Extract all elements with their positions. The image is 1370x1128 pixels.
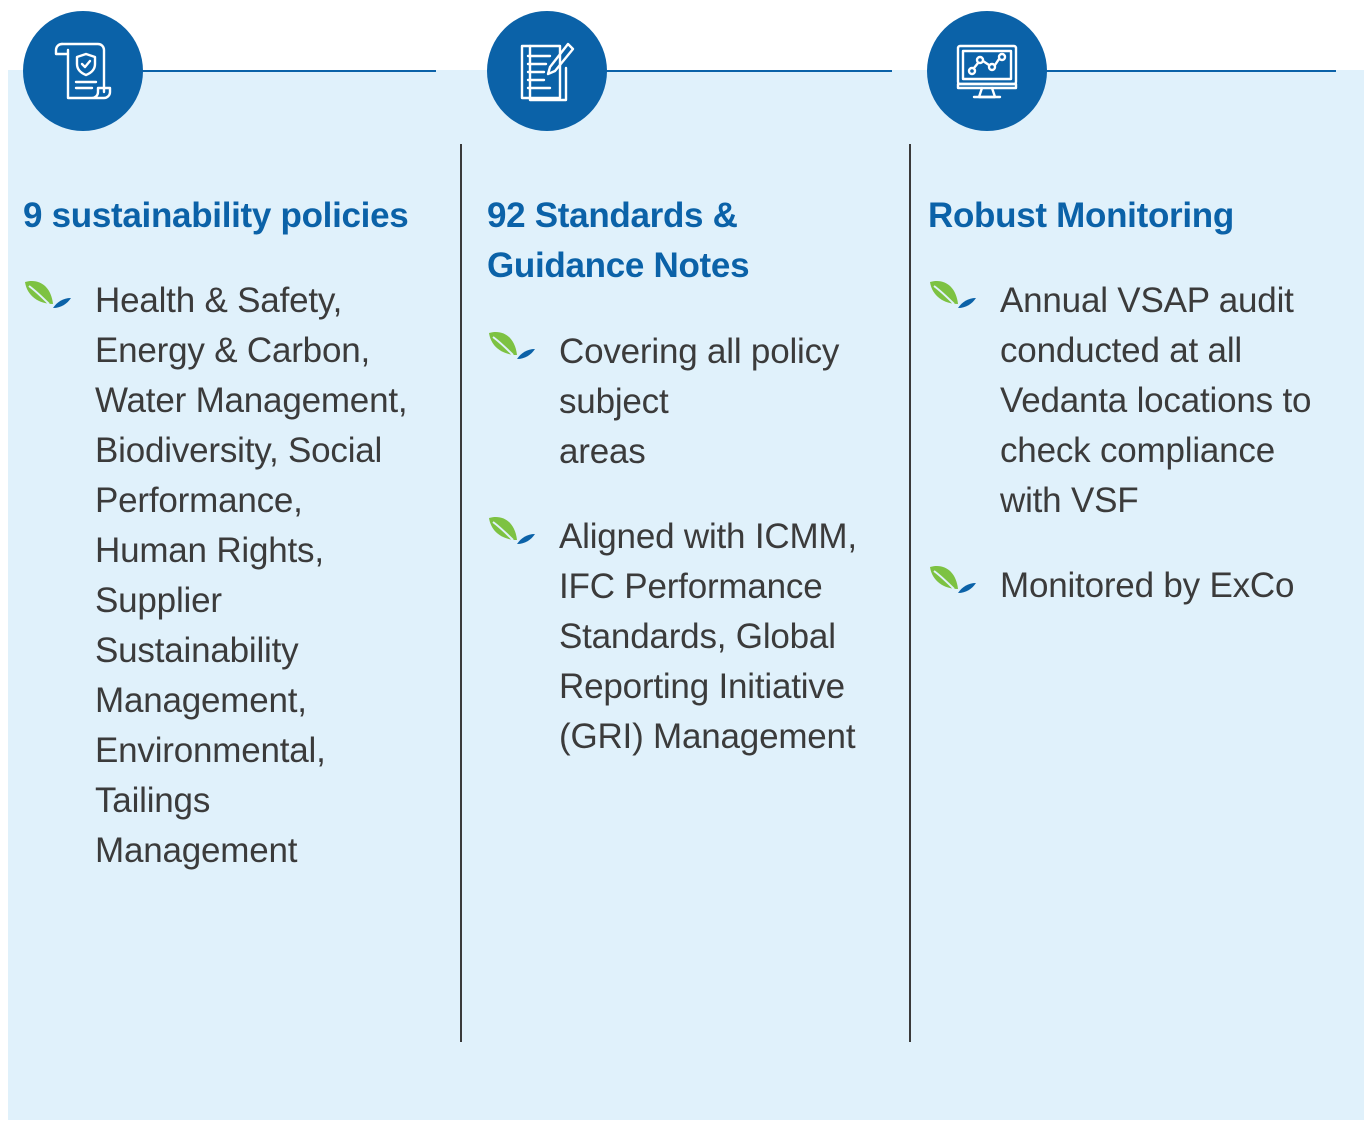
bullet-item: Covering all policy subject areas [487, 327, 892, 477]
monitoring-column: Robust Monitoring Annual VSAP audit cond… [928, 191, 1353, 611]
policies-heading: 9 sustainability policies [23, 196, 409, 235]
bullet-item: Aligned with ICMM, IFC Performance Stand… [487, 512, 892, 762]
policy-scroll-shield-icon [23, 11, 143, 131]
header-rule-3 [1035, 70, 1336, 72]
header-rule-2 [595, 70, 892, 72]
bullet-item: Health & Safety, Energy & Carbon, Water … [23, 276, 453, 876]
column-divider-1 [460, 144, 462, 1042]
document-pen-icon [487, 11, 607, 131]
content-panel [8, 70, 1364, 1120]
leaf-bullet-icon [489, 331, 535, 359]
leaf-bullet-icon [489, 516, 535, 544]
standards-column: 92 Standards & Guidance Notes Covering a… [487, 191, 892, 762]
column-divider-2 [909, 144, 911, 1042]
bullet-item: Annual VSAP audit conducted at all Vedan… [928, 276, 1353, 526]
leaf-bullet-icon [25, 280, 71, 308]
bullet-text: Annual VSAP audit conducted at all Vedan… [1000, 281, 1312, 520]
monitoring-heading: Robust Monitoring [928, 196, 1234, 235]
monitor-chart-icon [927, 11, 1047, 131]
bullet-text: Monitored by ExCo [1000, 566, 1295, 605]
bullet-text: Aligned with ICMM, IFC Performance Stand… [559, 517, 857, 756]
standards-heading: 92 Standards & Guidance Notes [487, 196, 750, 285]
bullet-item: Monitored by ExCo [928, 561, 1353, 611]
header-rule-1 [130, 70, 436, 72]
bullet-text: Health & Safety, Energy & Carbon, Water … [95, 281, 408, 870]
leaf-bullet-icon [930, 565, 976, 593]
leaf-bullet-icon [930, 280, 976, 308]
policies-column: 9 sustainability policies Health & Safet… [23, 191, 453, 876]
bullet-text: Covering all policy subject areas [559, 332, 840, 471]
